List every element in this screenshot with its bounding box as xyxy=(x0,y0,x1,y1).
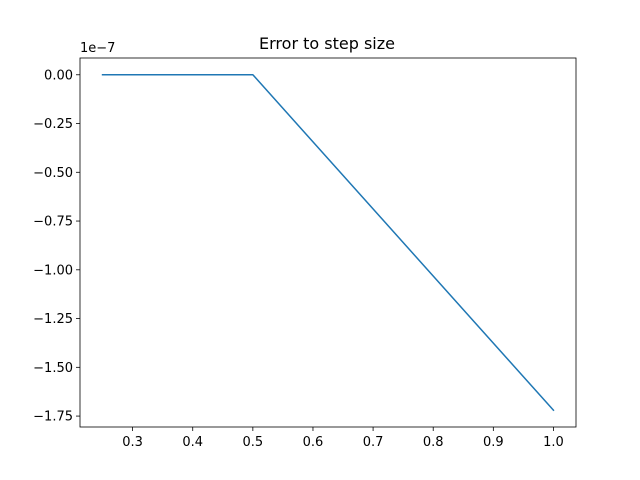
x-tick-label: 0.6 xyxy=(303,435,324,450)
x-tick-label: 0.4 xyxy=(182,435,203,450)
x-tick-label: 0.5 xyxy=(243,435,264,450)
x-tick-label: 0.3 xyxy=(122,435,143,450)
y-tick-label: −0.50 xyxy=(33,166,73,181)
axes-frame xyxy=(79,57,577,428)
x-tick-label: 0.7 xyxy=(363,435,384,450)
y-tick-label: −1.50 xyxy=(33,361,73,376)
y-tick-label: −0.75 xyxy=(33,215,73,230)
y-tick-label: −1.25 xyxy=(33,312,73,327)
y-tick-label: −1.75 xyxy=(33,410,73,425)
x-tick-label: 1.0 xyxy=(543,435,564,450)
x-tick-label: 0.8 xyxy=(423,435,444,450)
y-tick-label: 0.00 xyxy=(44,68,73,83)
x-tick-label: 0.9 xyxy=(483,435,504,450)
y-axis-offset-label: 1e−7 xyxy=(80,41,115,56)
y-tick-label: −0.25 xyxy=(33,117,73,132)
series-line-0 xyxy=(101,74,555,412)
chart-title: Error to step size xyxy=(259,34,395,53)
y-tick-label: −1.00 xyxy=(33,263,73,278)
plot-area: 0.3 0.4 0.5 0.6 0.7 0.8 0.9 1.0 0.00 −0.25 −0.50 −0… xyxy=(33,57,577,450)
